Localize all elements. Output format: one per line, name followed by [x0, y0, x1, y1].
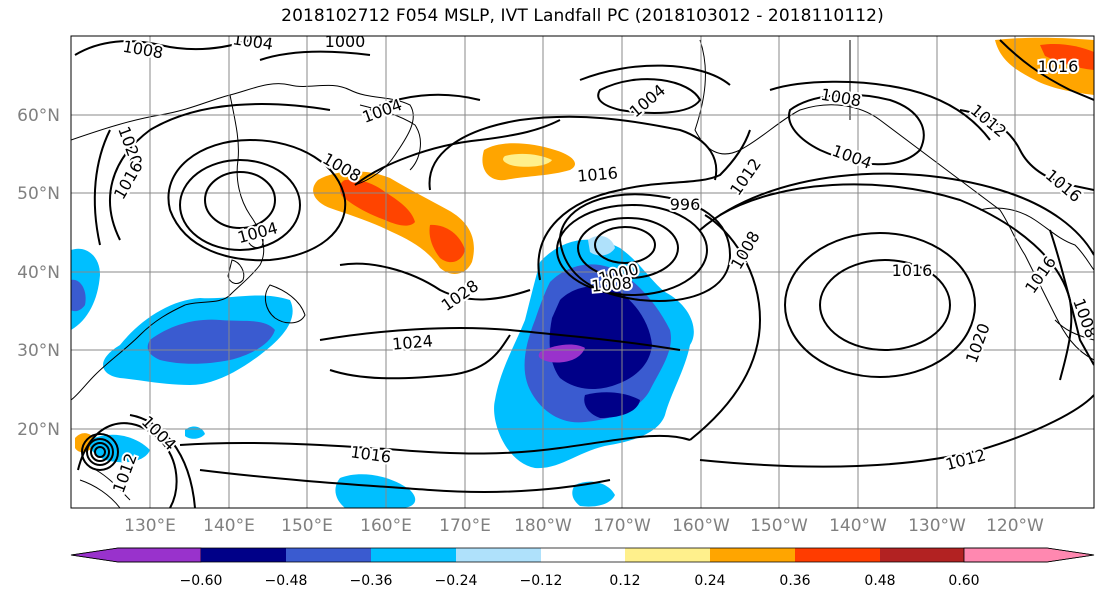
colorbar-swatch — [880, 548, 964, 562]
lat-label: 20°N — [17, 420, 60, 440]
contour-label: 1008 — [590, 273, 632, 295]
mslp-contours — [74, 39, 1094, 508]
longitude-labels: 130°E 140°E 150°E 160°E 170°E 180°W 170°… — [124, 516, 1044, 536]
contour-label: 1016 — [576, 163, 618, 185]
lat-label: 60°N — [17, 106, 60, 126]
lon-label: 150°W — [750, 516, 808, 536]
contour-label: 1016 — [1038, 57, 1079, 76]
lon-label: 130°E — [124, 516, 176, 536]
colorbar-swatch — [795, 548, 880, 562]
colorbar-tick-label: −0.60 — [180, 573, 223, 589]
map-frame — [70, 35, 1095, 509]
colorbar-swatch — [710, 548, 795, 562]
colorbar-tick-label: −0.12 — [520, 573, 563, 589]
lat-label: 50°N — [17, 184, 60, 204]
latitude-labels: 60°N 50°N 40°N 30°N 20°N — [17, 106, 60, 440]
colorbar-swatch — [371, 548, 456, 562]
colorbar-tick-label: 0.48 — [864, 573, 895, 589]
lon-label: 160°E — [360, 516, 412, 536]
colorbar-swatch — [201, 548, 286, 562]
colorbar: −0.60 −0.48 −0.36 −0.24 −0.12 0.12 0.24 … — [70, 547, 1095, 589]
lon-label: 170°E — [439, 516, 491, 536]
colorbar-swatch — [963, 547, 1095, 563]
colorbar-swatch — [70, 547, 202, 563]
lon-label: 160°W — [672, 516, 730, 536]
contour-label: 1024 — [391, 331, 433, 353]
gridlines — [71, 36, 1094, 508]
colorbar-tick-label: −0.48 — [265, 573, 308, 589]
lon-label: 140°E — [203, 516, 255, 536]
ivt-positive-shading — [75, 37, 1094, 453]
lon-label: 140°W — [829, 516, 887, 536]
lon-label: 130°W — [908, 516, 966, 536]
lat-label: 40°N — [17, 263, 60, 283]
lon-label: 170°W — [593, 516, 651, 536]
lon-label: 180°W — [514, 516, 572, 536]
map-area: 1008 1004 1000 1020 1016 1004 1008 1004 … — [71, 32, 1094, 508]
colorbar-swatch — [625, 548, 710, 562]
colorbar-swatch — [541, 548, 625, 562]
colorbar-tick-label: −0.36 — [350, 573, 393, 589]
colorbar-tick-label: −0.24 — [435, 573, 478, 589]
map-title: 2018102712 F054 MSLP, IVT Landfall PC (2… — [281, 6, 884, 26]
colorbar-swatch — [456, 548, 541, 562]
colorbar-tick-label: 0.24 — [694, 573, 725, 589]
contour-label: 1016 — [892, 261, 933, 280]
contour-label: 996 — [670, 195, 701, 214]
contour-label: 1000 — [325, 32, 366, 51]
colorbar-tick-label: 0.36 — [779, 573, 810, 589]
lat-label: 30°N — [17, 341, 60, 361]
colorbar-tick-label: 0.60 — [948, 573, 979, 589]
colorbar-swatch — [286, 548, 371, 562]
lon-label: 120°W — [986, 516, 1044, 536]
colorbar-tick-label: 0.12 — [609, 573, 640, 589]
lon-label: 150°E — [281, 516, 333, 536]
